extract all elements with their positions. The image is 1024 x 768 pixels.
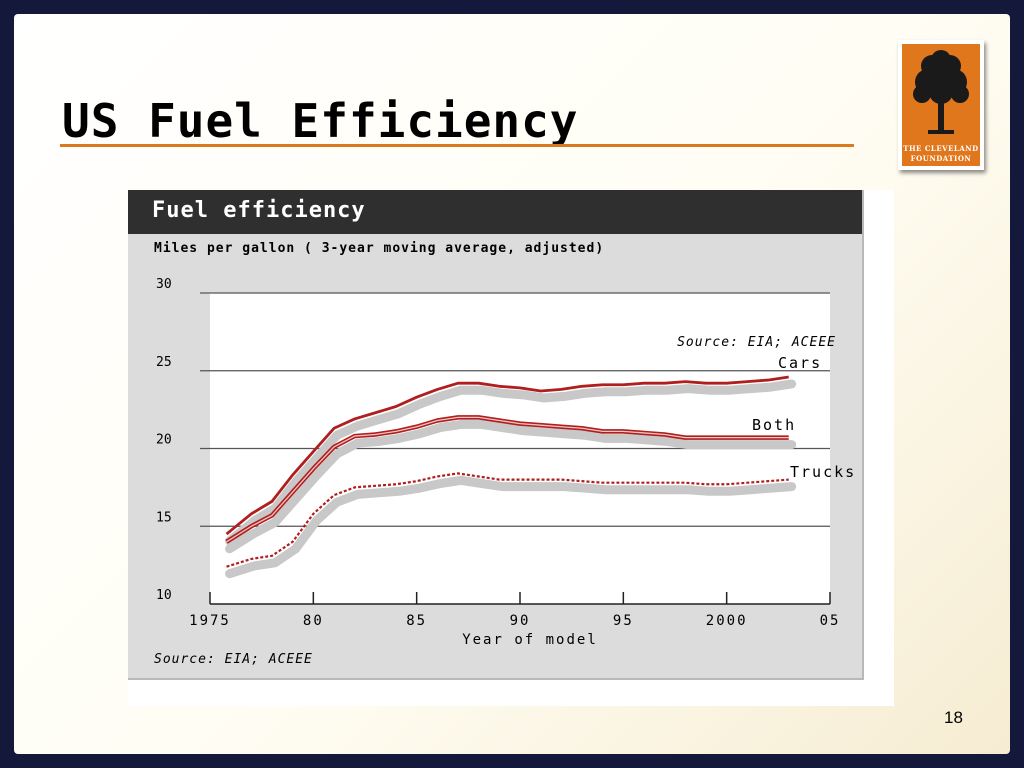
series-shadow-cars xyxy=(225,379,797,546)
series-line-trucks xyxy=(226,472,789,568)
x-tick-label: 2000 xyxy=(706,613,748,629)
series-shadow-both xyxy=(225,419,797,554)
chart-title: Fuel efficiency xyxy=(152,198,366,223)
chart-header: Fuel efficiency xyxy=(128,190,862,234)
y-tick-label: 20 xyxy=(156,433,172,448)
slide: US Fuel Efficiency THE CLEVEL xyxy=(14,14,1010,754)
chart-panel: Fuel efficiency Miles per gallon ( 3-yea… xyxy=(128,190,864,680)
series-label-cars: Cars xyxy=(778,354,822,372)
chart-source-footer: Source: EIA; ACEEE xyxy=(154,652,313,667)
x-tick-label: 85 xyxy=(406,613,427,629)
x-axis-label: Year of model xyxy=(462,632,598,648)
series-line-core-both xyxy=(226,416,789,543)
chart-frame: Fuel efficiency Miles per gallon ( 3-yea… xyxy=(128,190,894,706)
fuel-efficiency-chart: 10 15 20 25 30 1975 80 85 90 95 2000 05 Year of mode… xyxy=(156,277,856,648)
logo-background: THE CLEVELAND FOUNDATION xyxy=(902,44,980,166)
series-label-both: Both xyxy=(752,416,796,434)
series-label-trucks: Trucks xyxy=(790,463,856,481)
series-shadow-trucks xyxy=(225,475,797,579)
tree-icon xyxy=(913,50,969,134)
x-tick-label: 80 xyxy=(303,613,324,629)
y-tick-label: 25 xyxy=(156,355,172,370)
x-tick-label: 1975 xyxy=(189,613,231,629)
page-number: 18 xyxy=(944,708,963,727)
title-underline xyxy=(60,144,854,147)
series-line-cars xyxy=(225,375,789,536)
y-tick-label: 15 xyxy=(156,510,172,525)
y-tick-label: 30 xyxy=(156,277,172,292)
x-tick-label: 90 xyxy=(510,613,531,629)
y-tick-label: 10 xyxy=(156,588,172,603)
cleveland-foundation-logo: THE CLEVELAND FOUNDATION xyxy=(898,40,984,170)
source-note: Source: EIA; ACEEE xyxy=(677,335,836,350)
chart-subtitle: Miles per gallon ( 3-year moving average… xyxy=(154,241,605,256)
slide-title: US Fuel Efficiency xyxy=(62,94,579,148)
logo-line-2: FOUNDATION xyxy=(910,154,972,163)
logo-line-1: THE CLEVELAND xyxy=(903,144,979,153)
x-tick-label: 05 xyxy=(820,613,841,629)
x-tick-label: 95 xyxy=(613,613,634,629)
